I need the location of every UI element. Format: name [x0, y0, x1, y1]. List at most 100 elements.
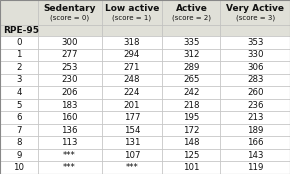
Text: 353: 353 — [247, 38, 263, 47]
Bar — [162, 25, 220, 36]
Bar — [38, 49, 102, 61]
Bar — [0, 74, 38, 86]
Bar — [38, 136, 102, 149]
Bar — [102, 74, 162, 86]
Bar — [220, 111, 290, 124]
Text: (score = 2): (score = 2) — [172, 15, 211, 21]
Text: 300: 300 — [61, 38, 78, 47]
Text: 271: 271 — [124, 63, 140, 72]
Text: 224: 224 — [124, 88, 140, 97]
Text: 306: 306 — [247, 63, 263, 72]
Bar — [102, 136, 162, 149]
Text: 101: 101 — [183, 163, 200, 172]
Bar — [220, 61, 290, 74]
Text: Sedentary: Sedentary — [43, 4, 96, 13]
Text: 189: 189 — [247, 126, 263, 135]
Bar — [38, 111, 102, 124]
Bar — [162, 99, 220, 111]
Text: Very Active: Very Active — [226, 4, 284, 13]
Bar — [0, 0, 38, 25]
Bar — [102, 124, 162, 136]
Text: 8: 8 — [16, 138, 21, 147]
Text: 195: 195 — [183, 113, 200, 122]
Text: 113: 113 — [61, 138, 78, 147]
Text: 4: 4 — [16, 88, 21, 97]
Bar — [220, 49, 290, 61]
Text: (score = 3): (score = 3) — [236, 15, 275, 21]
Bar — [38, 61, 102, 74]
Bar — [102, 161, 162, 174]
Bar — [162, 86, 220, 99]
Bar — [102, 25, 162, 36]
Text: 172: 172 — [183, 126, 200, 135]
Bar — [162, 161, 220, 174]
Bar — [162, 74, 220, 86]
Text: 131: 131 — [124, 138, 140, 147]
Bar — [102, 49, 162, 61]
Bar — [220, 36, 290, 49]
Bar — [162, 61, 220, 74]
Text: Active: Active — [175, 4, 207, 13]
Bar — [162, 124, 220, 136]
Text: 125: 125 — [183, 151, 200, 160]
Text: 312: 312 — [183, 50, 200, 59]
Bar — [0, 124, 38, 136]
Text: 160: 160 — [61, 113, 78, 122]
Bar — [220, 86, 290, 99]
Text: 2: 2 — [16, 63, 21, 72]
Text: Low active: Low active — [105, 4, 159, 13]
Bar — [0, 36, 38, 49]
Bar — [38, 99, 102, 111]
Bar — [38, 124, 102, 136]
Text: 5: 5 — [16, 101, 21, 109]
Bar — [162, 111, 220, 124]
Text: 230: 230 — [61, 75, 78, 84]
Bar — [0, 149, 38, 161]
Bar — [220, 124, 290, 136]
Text: 3: 3 — [16, 75, 21, 84]
Bar — [38, 149, 102, 161]
Text: RPE-95: RPE-95 — [3, 26, 39, 35]
Text: 265: 265 — [183, 75, 200, 84]
Text: 277: 277 — [61, 50, 78, 59]
Text: 213: 213 — [247, 113, 263, 122]
Text: 7: 7 — [16, 126, 21, 135]
Bar — [0, 136, 38, 149]
Bar — [220, 149, 290, 161]
Text: 177: 177 — [124, 113, 140, 122]
Text: 253: 253 — [61, 63, 78, 72]
Text: 318: 318 — [124, 38, 140, 47]
Text: 148: 148 — [183, 138, 200, 147]
Text: ***: *** — [63, 151, 76, 160]
Bar — [0, 111, 38, 124]
Bar — [220, 25, 290, 36]
Bar — [220, 74, 290, 86]
Text: 236: 236 — [247, 101, 263, 109]
Text: ***: *** — [63, 163, 76, 172]
Bar — [102, 99, 162, 111]
Text: 183: 183 — [61, 101, 78, 109]
Text: 260: 260 — [247, 88, 263, 97]
Text: 0: 0 — [16, 38, 21, 47]
Bar — [102, 61, 162, 74]
Text: 166: 166 — [247, 138, 263, 147]
Text: 283: 283 — [247, 75, 263, 84]
Bar — [0, 49, 38, 61]
Bar — [0, 61, 38, 74]
Bar — [38, 161, 102, 174]
Bar — [102, 111, 162, 124]
Text: 294: 294 — [124, 50, 140, 59]
Bar — [162, 136, 220, 149]
Text: 119: 119 — [247, 163, 263, 172]
Bar — [38, 36, 102, 49]
Text: 289: 289 — [183, 63, 200, 72]
Text: (score = 0): (score = 0) — [50, 15, 89, 21]
Text: 218: 218 — [183, 101, 200, 109]
Text: 136: 136 — [61, 126, 78, 135]
Bar — [102, 149, 162, 161]
Bar — [0, 86, 38, 99]
Bar — [102, 36, 162, 49]
Bar — [102, 0, 162, 25]
Bar — [0, 161, 38, 174]
Text: 242: 242 — [183, 88, 200, 97]
